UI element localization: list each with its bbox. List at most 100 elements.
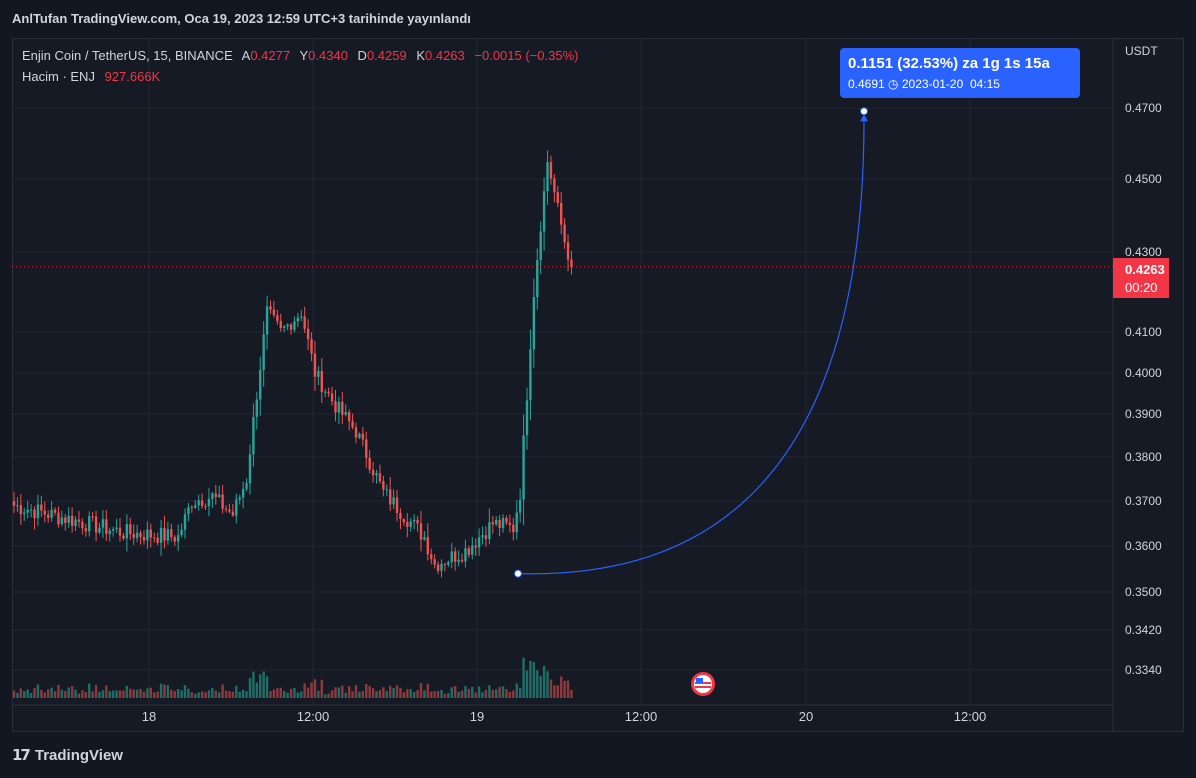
candle-body (265, 306, 269, 335)
grid-lines (12, 38, 1113, 705)
y-tick-label: 0.3600 (1125, 539, 1162, 553)
volume-bars (12, 657, 573, 698)
volume-bar (495, 689, 498, 698)
candle-body (272, 309, 276, 316)
volume-bar (149, 687, 152, 698)
volume-bar (361, 691, 365, 698)
volume-bar (187, 688, 190, 698)
candle-body (505, 518, 508, 523)
volume-bar (488, 685, 491, 698)
candle-body (200, 500, 204, 507)
volume-bar (57, 684, 60, 698)
volume-bar (474, 692, 477, 698)
volume-bar (522, 657, 525, 698)
candle-body (70, 515, 74, 527)
candle-body (238, 497, 241, 500)
candle-body (214, 493, 217, 497)
currency-label[interactable]: USDT (1125, 44, 1158, 58)
measure-date: 2023-01-20 (901, 77, 964, 91)
candle-body (105, 519, 108, 534)
candle-body (74, 519, 77, 527)
y-tick-label: 0.4300 (1125, 245, 1162, 259)
volume-label[interactable]: Hacim · ENJ (22, 69, 95, 84)
volume-bar (330, 690, 334, 698)
volume-bar (159, 683, 163, 698)
footer-brand[interactable]: 𝟭𝟳 TradingView (12, 746, 123, 765)
candle-body (224, 508, 228, 510)
volume-bar (176, 689, 180, 698)
volume-bar (406, 689, 409, 698)
volume-bar (146, 688, 149, 698)
volume-bar (549, 679, 553, 698)
volume-bar (477, 686, 481, 698)
candle-body (115, 527, 118, 530)
candle-body (566, 242, 570, 260)
candle-body (392, 497, 395, 505)
candle-body (81, 521, 84, 529)
candle-body (495, 519, 498, 525)
volume-bar (211, 687, 214, 698)
volume-bar (392, 687, 395, 698)
candle-body (313, 353, 317, 377)
candle-body (488, 522, 491, 540)
volume-bar (252, 671, 255, 698)
volume-bar (508, 691, 512, 698)
candle-body (426, 537, 430, 555)
volume-bar (64, 690, 67, 698)
candle-body (262, 334, 265, 370)
us-flag-icon (691, 672, 715, 696)
volume-bar (111, 690, 115, 698)
volume-bar (70, 686, 74, 698)
volume-bar (276, 688, 279, 698)
candle-body (409, 521, 412, 527)
candle-body (306, 328, 310, 340)
volume-bar (53, 691, 57, 698)
candle-body (50, 509, 53, 518)
volume-bar (395, 685, 399, 698)
x-tick-label: 19 (470, 709, 484, 724)
volume-bar (512, 690, 515, 698)
candle-body (443, 563, 447, 565)
measure-target: 0.4691 ◷ 2023-01-20 04:15 (848, 77, 1000, 91)
candle-body (91, 516, 94, 518)
candle-body (556, 192, 559, 204)
volume-bar (115, 690, 118, 698)
volume-bar (337, 687, 341, 698)
volume-bar (26, 689, 29, 698)
y-tick-label: 0.3420 (1125, 623, 1162, 637)
candle-body (515, 512, 518, 533)
candle-body (33, 509, 36, 519)
candle-body (221, 494, 224, 509)
candle-body (406, 522, 409, 527)
tradingview-logo-icon: 𝟭𝟳 (12, 747, 31, 764)
volume-bar (433, 691, 436, 698)
y-tick-label: 0.3800 (1125, 450, 1162, 464)
volume-bar (218, 692, 221, 698)
candle-body (47, 514, 50, 518)
volume-bar (389, 685, 392, 698)
volume-bar (139, 688, 142, 698)
volume-bar (382, 687, 385, 698)
candle-body (440, 563, 443, 571)
chart-frame[interactable] (12, 38, 1184, 732)
x-tick-label: 12:00 (297, 709, 330, 724)
x-tick-label: 12:00 (954, 709, 987, 724)
candle-body (293, 321, 296, 330)
candle-body (255, 399, 259, 417)
candle-body (211, 493, 214, 499)
symbol-label[interactable]: Enjin Coin / TetherUS, 15, BINANCE (22, 48, 233, 63)
candle-body (522, 435, 525, 500)
candle-body (351, 421, 354, 428)
candle-body (122, 535, 125, 539)
candle-body (289, 324, 293, 330)
volume-bar (529, 660, 532, 698)
candle-body (385, 489, 388, 491)
y-tick-label: 0.3500 (1125, 585, 1162, 599)
candle-body (248, 454, 252, 484)
volume-bar (426, 683, 430, 698)
candle-body (317, 370, 320, 377)
volume-bar (74, 689, 77, 698)
publication-line: AnlTufan TradingView.com, Oca 19, 2023 1… (12, 11, 471, 26)
candle-body (419, 523, 423, 540)
volume-bar (447, 693, 450, 698)
